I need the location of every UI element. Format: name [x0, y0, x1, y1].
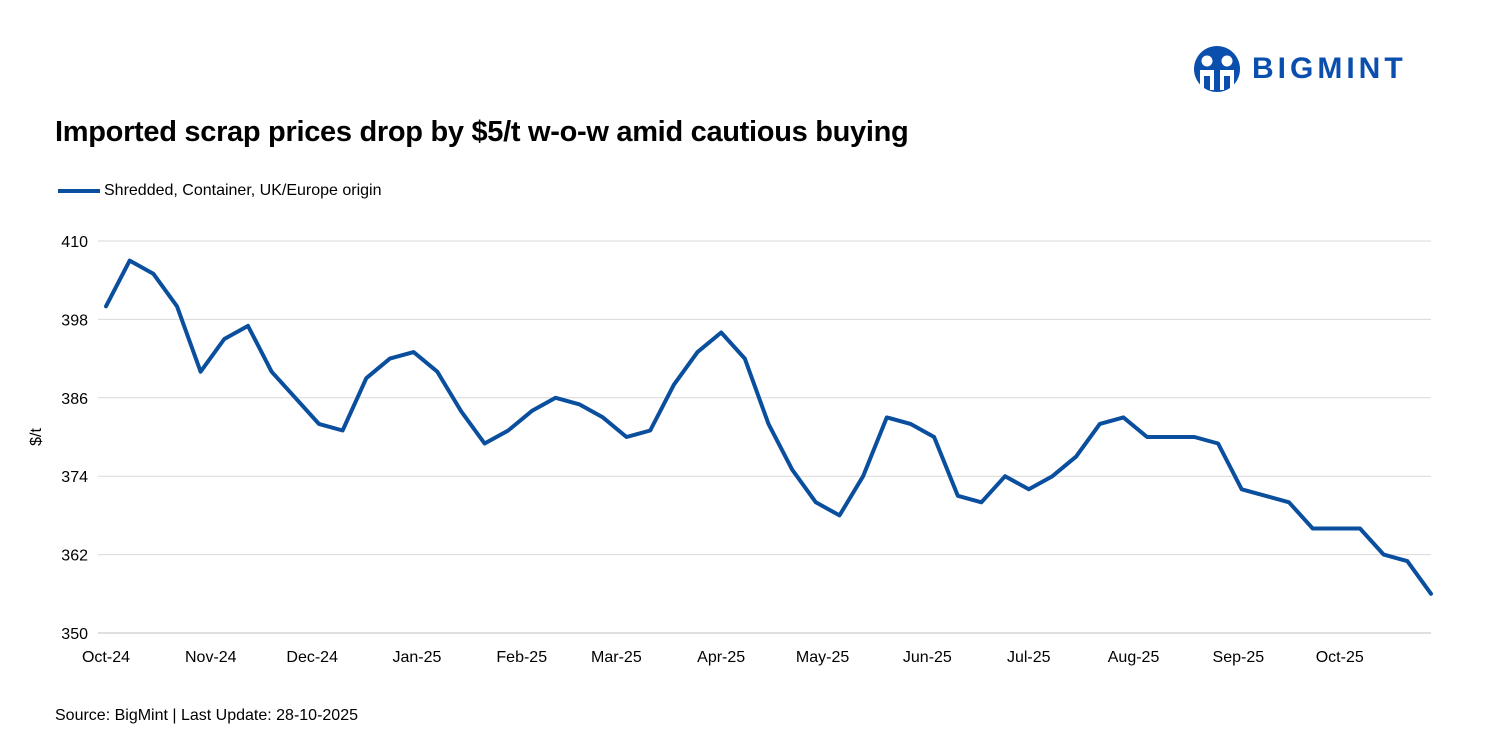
x-tick-label: Mar-25 [591, 649, 642, 666]
x-tick-label: Nov-24 [185, 649, 237, 666]
x-tick-label: Jan-25 [393, 649, 442, 666]
y-axis-label: $/t [28, 428, 45, 446]
legend-label: Shredded, Container, UK/Europe origin [104, 182, 382, 199]
series-line [104, 258, 1433, 596]
y-tick-label: 362 [61, 548, 88, 565]
y-tick-label: 374 [61, 469, 88, 486]
x-tick-label: Oct-24 [82, 649, 130, 666]
chart-title: Imported scrap prices drop by $5/t w-o-w… [55, 116, 909, 148]
x-tick-label: Oct-25 [1316, 649, 1364, 666]
x-tick-label: Feb-25 [496, 649, 547, 666]
x-tick-label: Dec-24 [286, 649, 338, 666]
legend-swatch [58, 189, 100, 193]
y-tick-label: 410 [61, 234, 88, 251]
legend: Shredded, Container, UK/Europe origin [58, 182, 382, 200]
x-tick-label: Jun-25 [903, 649, 952, 666]
source-note: Source: BigMint | Last Update: 28-10-202… [55, 707, 358, 724]
x-tick-label: Aug-25 [1108, 649, 1160, 666]
y-tick-label: 350 [61, 626, 88, 643]
x-tick-label: Jul-25 [1007, 649, 1051, 666]
x-tick-label: May-25 [796, 649, 849, 666]
logo-icon [1194, 46, 1240, 92]
bigmint-logo: BIGMINT [1192, 46, 1407, 92]
logo-text: BIGMINT [1252, 52, 1407, 85]
y-tick-label: 386 [61, 391, 88, 408]
x-tick-label: Apr-25 [697, 649, 745, 666]
y-tick-label: 398 [61, 312, 88, 329]
x-tick-label: Sep-25 [1213, 649, 1265, 666]
